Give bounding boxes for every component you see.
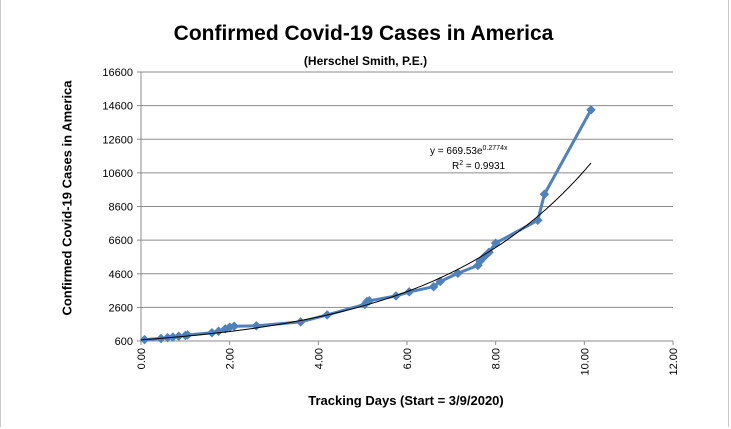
x-tick-labels: 0.00 2.00 4.00 6.00 8.00 10.00 12.00 (136, 348, 680, 376)
x-tick-label: 8.00 (491, 348, 503, 369)
chart-title: Confirmed Covid-19 Cases in America (0, 22, 731, 46)
r-squared-label: R2 = 0.9931 (452, 160, 506, 172)
equation-label: y = 669.53e0.2774x (430, 145, 508, 157)
y-tick-labels: 600 2600 4600 6600 8600 10600 12600 14600 16600 (102, 67, 133, 348)
y-tick-label: 16600 (102, 67, 133, 79)
axes (137, 71, 674, 345)
data-point (295, 316, 306, 327)
equation-base: y = 669.53e (430, 146, 483, 157)
data-point (182, 330, 193, 340)
y-tick-label: 10600 (102, 168, 133, 180)
y-tick-label: 2600 (109, 302, 133, 314)
x-tick-label: 12.00 (668, 348, 680, 376)
data-point (251, 321, 262, 331)
trendline-equation: y = 669.53e0.2774x R2 = 0.9931 (430, 145, 508, 172)
r-squared-sup: 2 (459, 160, 463, 167)
y-tick-label: 8600 (109, 202, 133, 214)
x-tick-label: 6.00 (402, 348, 414, 369)
y-tick-label: 14600 (102, 101, 133, 113)
chart-subtitle: (Herschel Smith, P.E.) (303, 54, 428, 68)
grid-lines (141, 71, 673, 342)
trendline-curve (140, 162, 592, 341)
chart-title-text: Confirmed Covid-19 Cases in America (173, 22, 554, 45)
trendline (140, 162, 592, 341)
x-tick-label: 0.00 (136, 348, 148, 369)
x-tick-label: 4.00 (313, 348, 325, 369)
x-axis-label: Tracking Days (Start = 3/9/2020) (308, 393, 504, 408)
y-tick-label: 6600 (109, 235, 133, 247)
y-tick-label: 4600 (109, 269, 133, 281)
y-tick-label: 12600 (102, 134, 133, 146)
data-point (453, 268, 463, 279)
r-squared-prefix: R (452, 161, 459, 172)
data-point (586, 104, 596, 115)
data-point (428, 281, 439, 292)
x-tick-label: 2.00 (225, 348, 237, 369)
y-tick-label: 600 (115, 336, 133, 348)
equation-exponent: 0.2774x (483, 145, 508, 152)
data-point (539, 189, 550, 200)
r-squared-suffix: = 0.9931 (463, 161, 505, 172)
x-tick-label: 10.00 (579, 348, 591, 376)
